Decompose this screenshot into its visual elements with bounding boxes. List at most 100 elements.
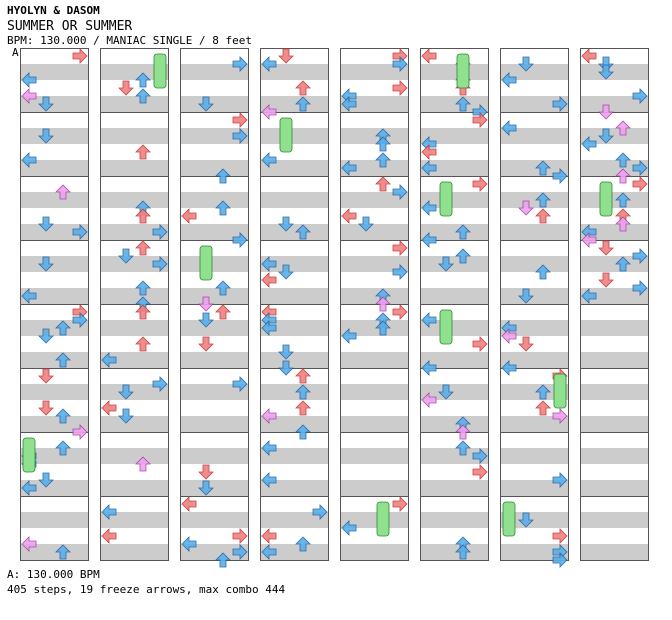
step-arrow [455,248,471,264]
beat-stripe [420,288,488,304]
beat-stripe [20,224,88,240]
step-arrow [501,72,517,88]
beat-stripe [340,320,408,336]
step-arrow [581,48,597,64]
step-arrow [55,184,71,200]
step-arrow [295,80,311,96]
step-arrow [632,176,648,192]
step-arrow [375,288,391,304]
measure-box [260,48,329,113]
step-arrow [518,512,534,528]
step-arrow [552,96,568,112]
step-arrow [455,96,471,112]
beat-stripe [100,416,168,432]
step-arrow [472,176,488,192]
step-arrow [21,456,37,472]
step-arrow [38,216,54,232]
beat-stripe [20,512,88,528]
step-arrow [21,152,37,168]
step-arrow [421,232,437,248]
freeze-arrow [599,181,613,217]
step-arrow [392,184,408,200]
step-arrow [535,264,551,280]
beat-stripe [580,544,648,560]
measure-box [500,112,569,177]
beat-stripe [340,224,408,240]
beat-stripe [20,288,88,304]
beat-stripe [580,416,648,432]
freeze-arrow [153,53,167,89]
beat-stripe [420,128,488,144]
step-arrow [38,328,54,344]
freeze-arrow [439,181,453,217]
step-arrow [261,256,277,272]
measure-box [260,112,329,177]
step-arrow [232,128,248,144]
step-arrow [232,232,248,248]
beat-stripe [180,352,248,368]
step-arrow [232,544,248,560]
measure-box [100,112,169,177]
measure-box [100,240,169,305]
step-arrow [552,552,568,568]
step-arrow [295,384,311,400]
beat-stripe [340,480,408,496]
beat-stripe [500,480,568,496]
beat-stripe [340,192,408,208]
beat-stripe [20,256,88,272]
beat-stripe [260,192,328,208]
step-arrow [135,240,151,256]
step-arrow [518,336,534,352]
step-arrow [135,88,151,104]
step-arrow [21,480,37,496]
step-arrow [501,360,517,376]
step-arrow [38,368,54,384]
step-arrow [472,112,488,128]
measure-box [260,432,329,497]
step-arrow [615,208,631,224]
beat-stripe [180,416,248,432]
step-arrow [261,472,277,488]
measure-box [500,432,569,497]
step-arrow [215,200,231,216]
step-arrow [392,496,408,512]
step-arrow [518,56,534,72]
measure-box [500,240,569,305]
step-arrow [118,384,134,400]
step-arrow [421,312,437,328]
beat-stripe [420,96,488,112]
step-arrow [438,384,454,400]
step-arrow [152,256,168,272]
measure-box [580,48,649,113]
measure-box [180,240,249,305]
beat-stripe [20,192,88,208]
beat-stripe [260,160,328,176]
beat-stripe [580,512,648,528]
step-arrow [215,280,231,296]
step-arrow [375,296,391,312]
beat-stripe [100,288,168,304]
beat-stripe [580,128,648,144]
measure-box [340,496,409,561]
measure-box [100,368,169,433]
step-arrow [341,88,357,104]
freeze-arrow [456,53,470,89]
step-arrow [215,168,231,184]
freeze-arrow [502,501,516,537]
measure-box [20,176,89,241]
step-arrow [581,136,597,152]
measure-box [420,240,489,305]
step-arrow [518,288,534,304]
beat-stripe [260,128,328,144]
step-arrow [72,312,88,328]
beat-stripe [180,64,248,80]
step-arrow [55,544,71,560]
measure-box [180,368,249,433]
step-arrow [421,48,437,64]
measure-box [420,304,489,369]
measure-box [340,240,409,305]
step-arrow [552,472,568,488]
beat-stripe [580,224,648,240]
beat-stripe [580,192,648,208]
step-arrow [232,376,248,392]
